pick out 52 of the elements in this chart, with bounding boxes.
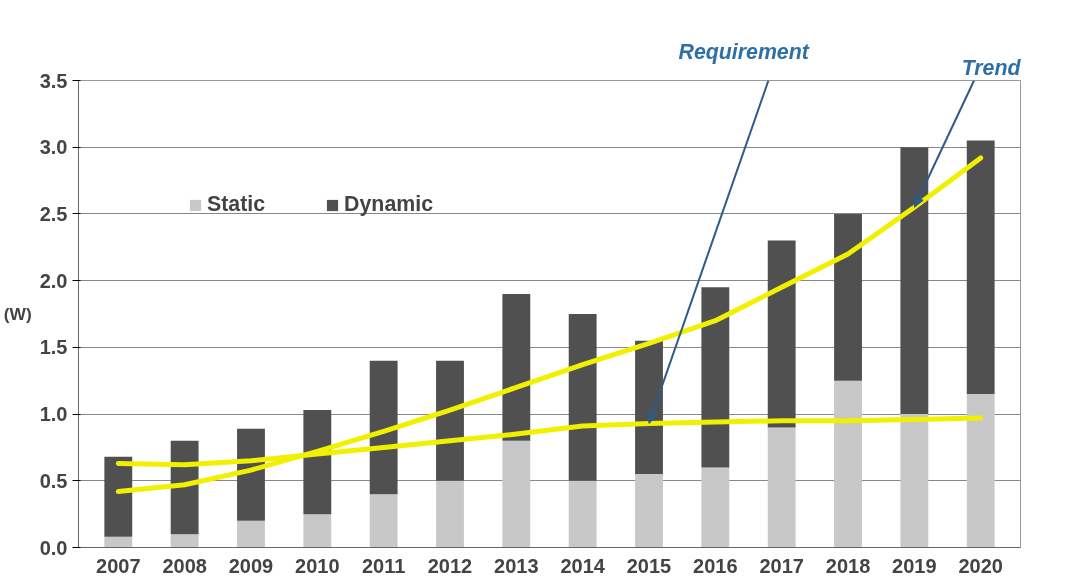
bar — [303, 410, 332, 515]
y-tick-label: 3.0 — [39, 136, 68, 159]
bar — [568, 480, 597, 548]
bar — [635, 474, 663, 548]
x-tick-label: 2014 — [560, 554, 606, 577]
bar — [369, 360, 398, 495]
y-tick-label: 0.5 — [39, 469, 68, 492]
legend-label: Static — [207, 192, 266, 217]
x-tick-label: 2010 — [295, 554, 340, 577]
bar — [568, 314, 597, 481]
bar — [966, 394, 995, 548]
bar — [900, 147, 929, 415]
x-tick-label: 2009 — [228, 554, 274, 577]
x-tick-label: 2017 — [759, 554, 804, 577]
x-tick-label: 2012 — [427, 554, 473, 577]
x-tick-label: 2016 — [693, 554, 738, 577]
x-tick-label: 2013 — [494, 554, 539, 577]
bar — [767, 240, 796, 428]
y-axis-title: (W) — [3, 304, 32, 324]
y-tick-label: 1.5 — [39, 336, 68, 359]
bar — [104, 536, 133, 548]
bar — [104, 456, 133, 537]
bar — [436, 480, 464, 548]
bar — [436, 360, 464, 481]
bar — [834, 213, 862, 381]
bar — [237, 520, 265, 548]
y-tick-label: 2.5 — [39, 202, 68, 225]
bar — [834, 380, 862, 548]
bar — [502, 293, 531, 441]
x-tick-label: 2007 — [96, 554, 141, 577]
y-tick-label: 1.0 — [39, 403, 68, 426]
x-tick-label: 2018 — [825, 554, 871, 577]
x-tick-label: 2020 — [958, 554, 1003, 577]
legend-label: Dynamic — [344, 192, 433, 217]
bar — [303, 514, 332, 548]
bar — [701, 287, 730, 468]
bar — [502, 440, 531, 548]
y-tick-label: 3.5 — [39, 69, 68, 92]
bar — [767, 427, 796, 548]
annotation: Trend — [961, 55, 1022, 80]
bar — [170, 534, 199, 548]
x-tick-label: 2019 — [892, 554, 937, 577]
y-tick-label: 0.0 — [39, 536, 68, 559]
bar — [966, 140, 995, 395]
x-tick-label: 2015 — [626, 554, 672, 577]
bar — [369, 494, 398, 548]
y-tick-label: 2.0 — [39, 269, 68, 292]
annotation: Requirement — [678, 39, 810, 64]
bar — [701, 467, 730, 548]
x-tick-label: 2008 — [162, 554, 207, 577]
bar — [900, 414, 929, 548]
x-tick-label: 2011 — [361, 554, 406, 577]
